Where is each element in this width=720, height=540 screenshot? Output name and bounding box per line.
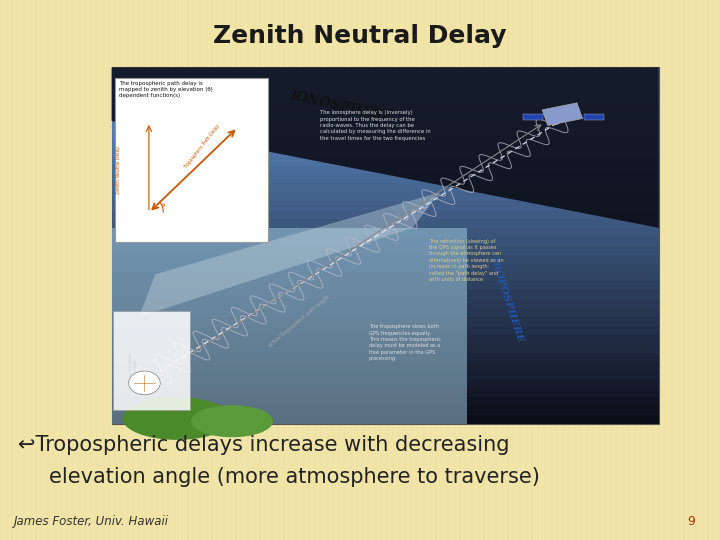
Bar — [584, 113, 604, 120]
Bar — [112, 192, 659, 201]
Text: ↩Tropospheric delays increase with decreasing: ↩Tropospheric delays increase with decre… — [18, 435, 510, 455]
Bar — [112, 281, 659, 291]
Bar — [112, 219, 659, 228]
Text: excess path
length: excess path length — [129, 353, 138, 379]
Bar — [112, 264, 659, 272]
Bar — [112, 299, 659, 308]
Text: Zenith Neutral Delay: Zenith Neutral Delay — [117, 146, 121, 194]
Ellipse shape — [191, 405, 273, 437]
Bar — [112, 76, 659, 85]
Bar — [112, 255, 659, 264]
Bar — [112, 291, 659, 299]
Text: θ: θ — [162, 203, 165, 208]
Bar — [112, 94, 659, 103]
Bar — [112, 121, 659, 130]
FancyBboxPatch shape — [113, 310, 189, 410]
Polygon shape — [112, 228, 467, 424]
Bar — [112, 397, 659, 406]
Text: TROPOSPHERE: TROPOSPHERE — [487, 254, 524, 344]
Text: The tropospheric path delay is
mapped to zenith by elevation (θ)
dependent funct: The tropospheric path delay is mapped to… — [119, 81, 212, 98]
Text: actual tropospheric path length: actual tropospheric path length — [268, 294, 330, 348]
Bar — [542, 103, 582, 125]
Bar — [112, 362, 659, 370]
Text: Zenith Neutral Delay: Zenith Neutral Delay — [213, 24, 507, 48]
Bar — [112, 379, 659, 388]
Bar — [112, 139, 659, 147]
Bar — [112, 370, 659, 379]
Polygon shape — [112, 68, 659, 228]
Bar — [112, 415, 659, 424]
Bar — [112, 174, 659, 183]
Bar — [523, 113, 543, 120]
Bar — [112, 210, 659, 219]
Text: 9: 9 — [687, 515, 695, 528]
Bar — [112, 326, 659, 335]
Bar — [112, 228, 659, 237]
Bar — [112, 184, 659, 192]
Text: IONOSPHERE: IONOSPHERE — [289, 89, 394, 123]
Text: Tropospheric Path Delay: Tropospheric Path Delay — [183, 124, 221, 170]
Ellipse shape — [122, 397, 232, 440]
Text: The ionosphere delay is (inversely)
proportional to the frequency of the
radio-w: The ionosphere delay is (inversely) prop… — [320, 110, 431, 141]
Text: James Foster, Univ. Hawaii: James Foster, Univ. Hawaii — [14, 515, 169, 528]
Text: The troposphere slows both
GPS frequencies equally.
This means the tropospheric
: The troposphere slows both GPS frequenci… — [369, 324, 441, 361]
Bar — [112, 353, 659, 362]
Bar — [112, 317, 659, 326]
Bar — [112, 388, 659, 397]
Bar — [112, 68, 659, 424]
Bar — [112, 201, 659, 210]
Text: elevation angle (more atmosphere to traverse): elevation angle (more atmosphere to trav… — [49, 467, 540, 487]
FancyBboxPatch shape — [115, 78, 269, 242]
Bar — [112, 148, 659, 157]
Bar — [112, 237, 659, 246]
Bar — [112, 308, 659, 317]
Bar — [112, 157, 659, 165]
Bar — [112, 103, 659, 112]
Bar — [112, 85, 659, 94]
Bar — [112, 130, 659, 139]
Bar — [112, 166, 659, 174]
Text: The refraction (slowing) of
the GPS signal as it passes
through the atmosphere c: The refraction (slowing) of the GPS sign… — [429, 239, 503, 282]
Bar — [112, 272, 659, 281]
Polygon shape — [139, 192, 440, 317]
Bar — [112, 112, 659, 121]
Bar — [112, 335, 659, 343]
Bar — [112, 246, 659, 255]
Circle shape — [129, 371, 161, 395]
Bar — [112, 68, 659, 76]
Bar — [112, 406, 659, 415]
Bar — [112, 344, 659, 353]
